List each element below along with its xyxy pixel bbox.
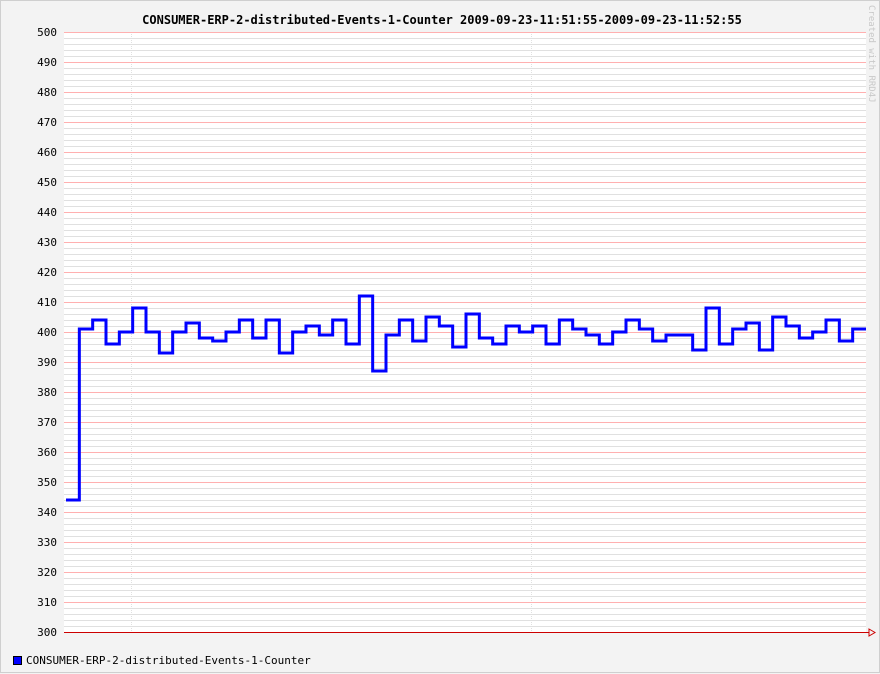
grid (64, 32, 866, 632)
y-tick-label: 490 (37, 56, 57, 69)
y-tick-label: 360 (37, 446, 57, 459)
chart-credit: Created with RRD4J (866, 5, 876, 103)
y-axis-ticks: 500 490 480 470 460 450 440 430 420 410 400 390 380 3… (37, 26, 57, 639)
y-tick-label: 410 (37, 296, 57, 309)
y-tick-label: 330 (37, 536, 57, 549)
y-tick-label: 420 (37, 266, 57, 279)
y-tick-label: 300 (37, 626, 57, 639)
y-tick-label: 400 (37, 326, 57, 339)
y-tick-label: 480 (37, 86, 57, 99)
chart-title: CONSUMER-ERP-2-distributed-Events-1-Coun… (142, 13, 742, 27)
legend-swatch (13, 656, 22, 665)
y-tick-label: 310 (37, 596, 57, 609)
y-tick-label: 450 (37, 176, 57, 189)
series-line (66, 294, 866, 502)
legend-label: CONSUMER-ERP-2-distributed-Events-1-Coun… (26, 654, 311, 667)
y-tick-label: 470 (37, 116, 57, 129)
y-tick-label: 390 (37, 356, 57, 369)
series-layer (66, 294, 866, 502)
x-axis-arrow (868, 628, 876, 637)
y-tick-label: 350 (37, 476, 57, 489)
y-tick-label: 340 (37, 506, 57, 519)
y-tick-label: 460 (37, 146, 57, 159)
x-axis (64, 628, 876, 637)
y-tick-label: 440 (37, 206, 57, 219)
y-tick-label: 370 (37, 416, 57, 429)
y-tick-label: 430 (37, 236, 57, 249)
legend: CONSUMER-ERP-2-distributed-Events-1-Coun… (13, 654, 311, 667)
y-tick-label: 320 (37, 566, 57, 579)
y-tick-label: 500 (37, 26, 57, 39)
y-tick-label: 380 (37, 386, 57, 399)
